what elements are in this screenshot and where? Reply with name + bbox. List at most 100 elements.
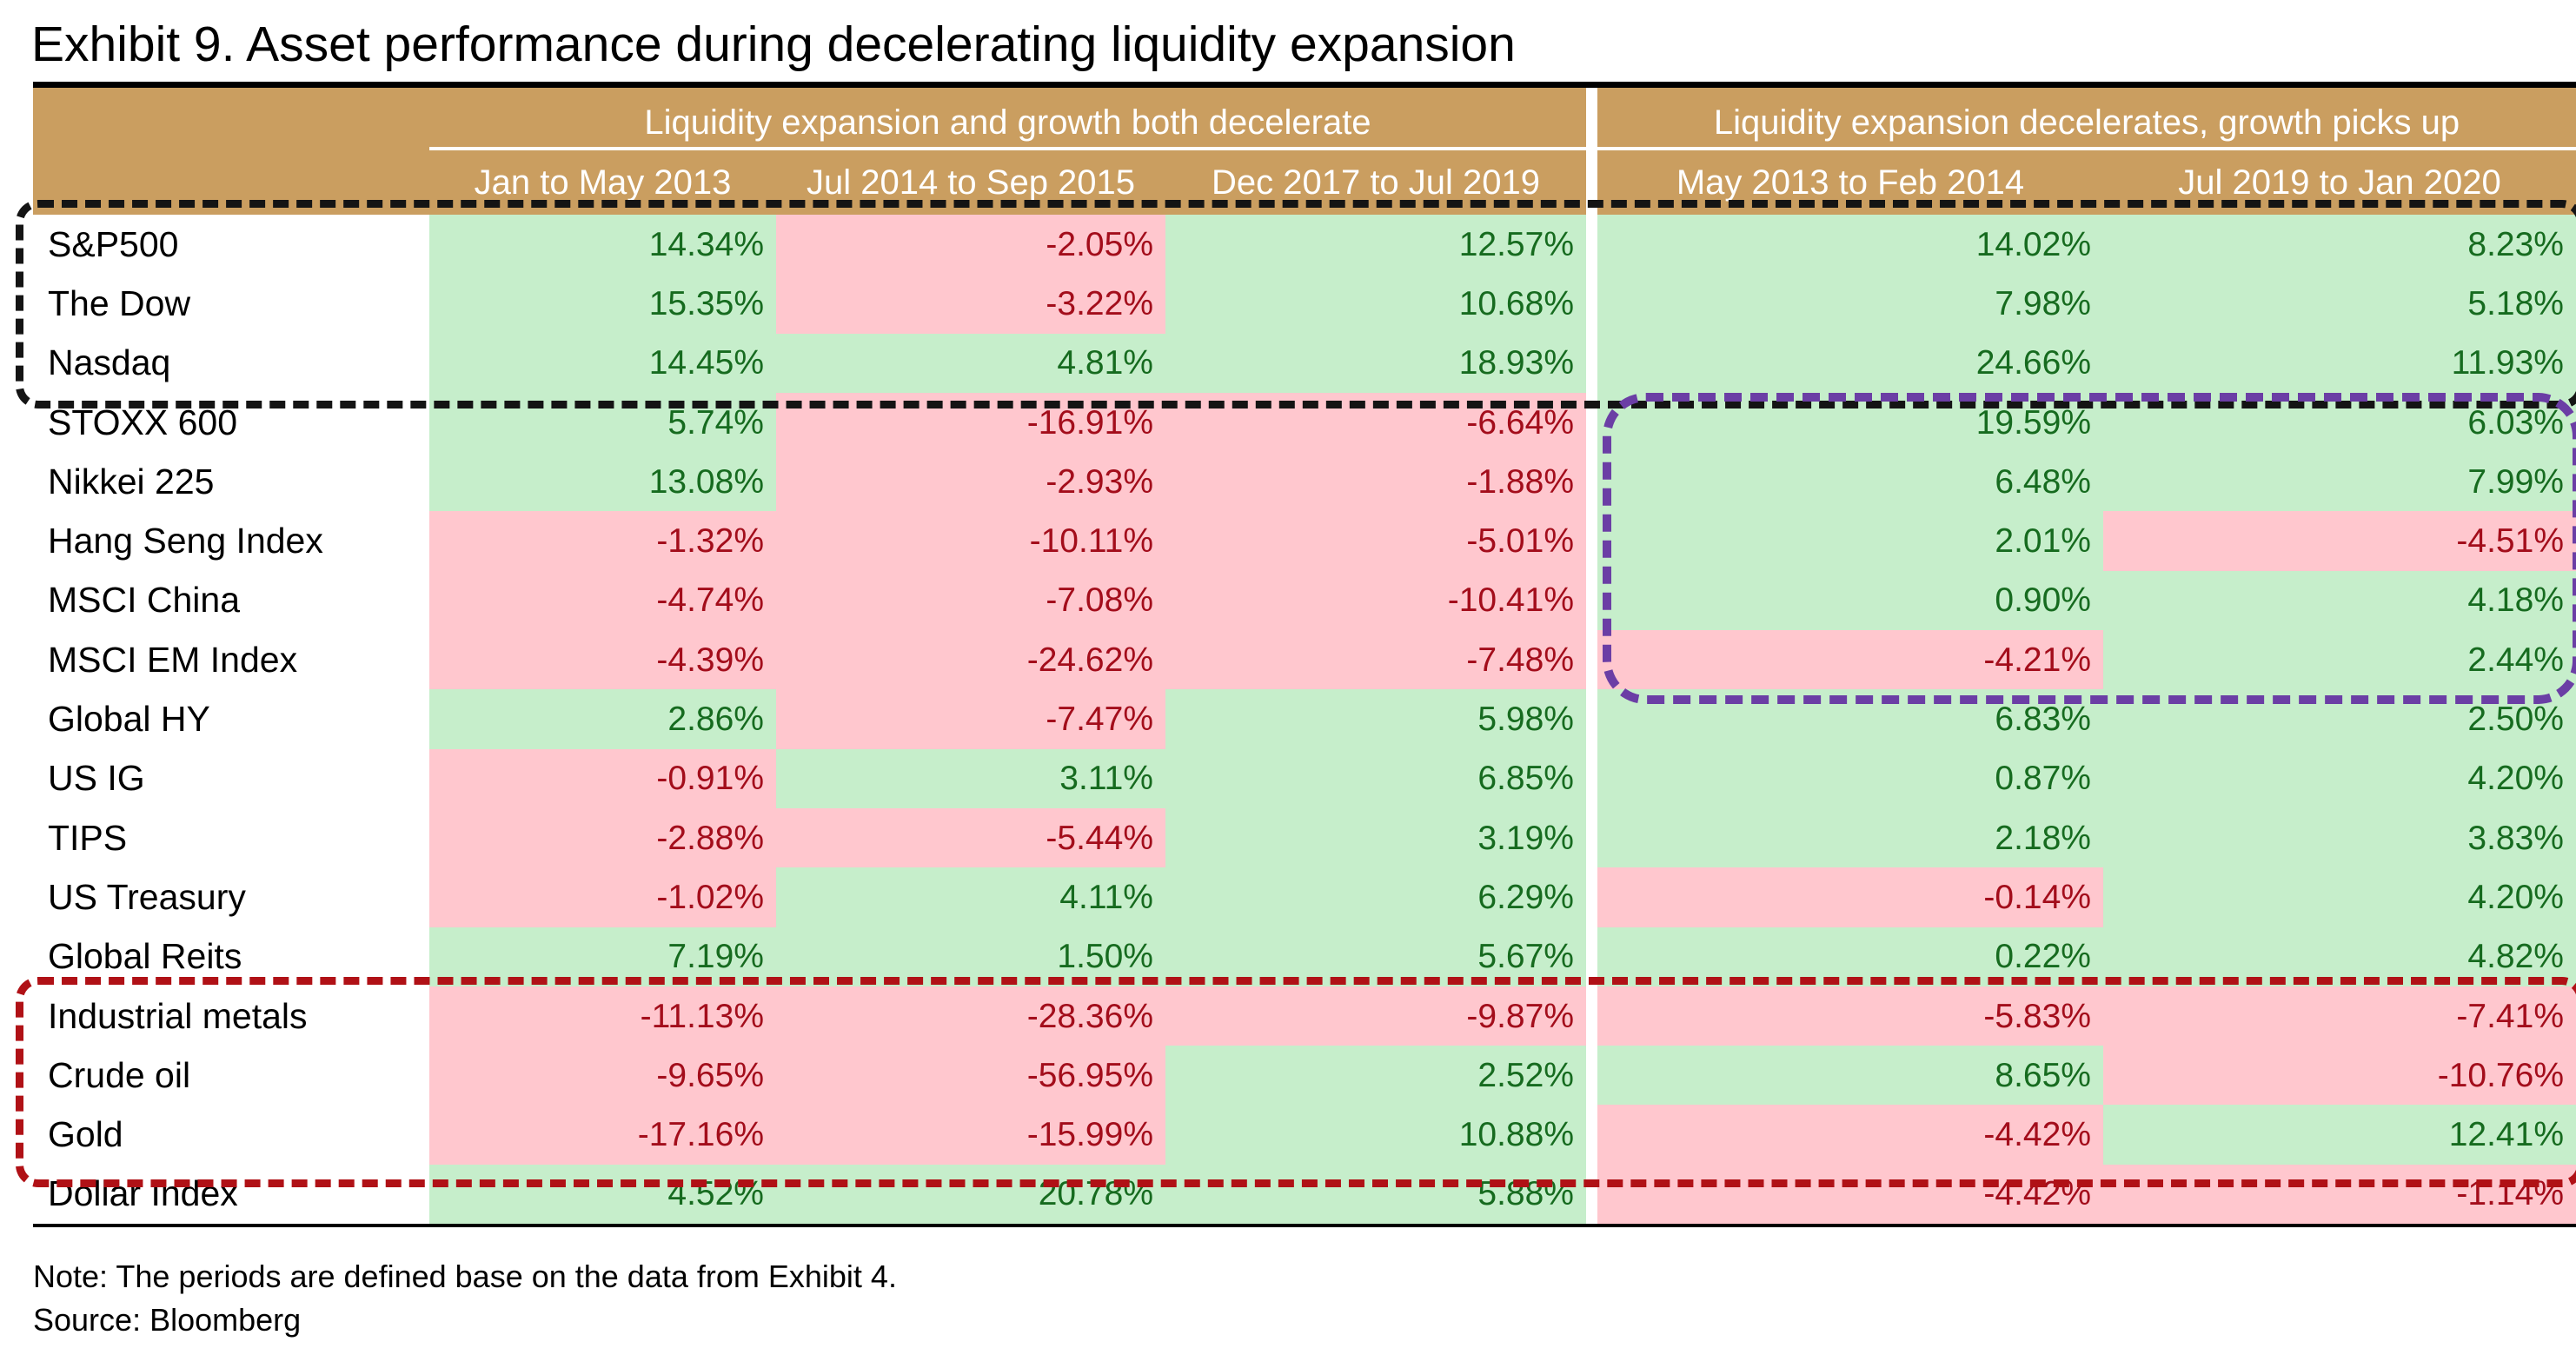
table-cell: 14.34% [429,215,776,275]
row-label: Hang Seng Index [33,511,429,571]
row-label: Industrial metals [33,986,429,1046]
group-divider [1586,88,1597,1225]
asset-performance-table: Liquidity expansion and growth both dece… [33,82,2576,1228]
table-cell: 0.90% [1597,570,2103,631]
page-title: Exhibit 9. Asset performance during dece… [31,17,1516,72]
table-cell: 3.11% [776,748,1165,808]
table-cell: -6.64% [1165,392,1586,453]
table-cell: 3.83% [2103,807,2576,868]
row-label: Crude oil [33,1046,429,1106]
table-cell: 2.50% [2103,689,2576,749]
table-cell: -56.95% [776,1046,1165,1106]
table-cell: -17.16% [429,1105,776,1165]
note-text: Note: The periods are defined base on th… [33,1259,897,1294]
table-cell: 4.11% [776,867,1165,927]
row-label: US Treasury [33,867,429,927]
table-cell: -1.02% [429,867,776,927]
row-label: MSCI China [33,570,429,631]
table-cell: 14.02% [1597,215,2103,275]
table-cell: 15.35% [429,274,776,334]
table-cell: 4.52% [429,1164,776,1225]
table-cell: 4.20% [2103,867,2576,927]
table-cell: 4.18% [2103,570,2576,631]
table-cell: 18.93% [1165,333,1586,393]
table-cell: -11.13% [429,986,776,1046]
table-cell: 5.74% [429,392,776,453]
table-cell: -15.99% [776,1105,1165,1165]
column-header-period-1: Jan to May 2013 [429,150,776,215]
table-cell: 5.67% [1165,927,1586,986]
table-cell: -3.22% [776,274,1165,334]
table-cell: 7.19% [429,927,776,986]
row-label: S&P500 [33,215,429,275]
table-cell: -4.42% [1597,1164,2103,1225]
table-cell: -28.36% [776,986,1165,1046]
header-corner-cell [33,88,429,215]
row-label: Dollar Index [33,1164,429,1225]
table-cell: 19.59% [1597,392,2103,453]
table-cell: 2.86% [429,689,776,749]
table-cell: -5.83% [1597,986,2103,1046]
table-cell: 5.98% [1165,689,1586,749]
column-group-growth-picks-up: Liquidity expansion decelerates, growth … [1597,88,2576,150]
table-cell: 1.50% [776,927,1165,986]
row-label: Nikkei 225 [33,452,429,512]
table-cell: 4.20% [2103,748,2576,808]
column-header-period-5: Jul 2019 to Jan 2020 [2103,150,2576,215]
table-cell: -16.91% [776,392,1165,453]
table-cell: -4.42% [1597,1105,2103,1165]
table-cell: -10.76% [2103,1046,2576,1106]
row-label: Gold [33,1105,429,1165]
table-cell: -1.32% [429,511,776,571]
table-cell: -4.21% [1597,630,2103,690]
table-cell: -2.05% [776,215,1165,275]
table-cell: 24.66% [1597,333,2103,393]
table-cell: -7.48% [1165,630,1586,690]
row-label: STOXX 600 [33,392,429,453]
table-cell: 3.19% [1165,807,1586,868]
row-label: Nasdaq [33,333,429,393]
table-cell: 14.45% [429,333,776,393]
row-label: The Dow [33,274,429,334]
table-cell: 4.82% [2103,927,2576,986]
table-cell: 6.03% [2103,392,2576,453]
table-cell: 6.29% [1165,867,1586,927]
table-cell: -9.65% [429,1046,776,1106]
table-cell: 6.48% [1597,452,2103,512]
row-label: Global HY [33,689,429,749]
row-label: TIPS [33,807,429,868]
table-cell: -7.08% [776,570,1165,631]
table-cell: -7.47% [776,689,1165,749]
table-cell: -1.14% [2103,1164,2576,1225]
table-cell: -0.14% [1597,867,2103,927]
table-cell: 0.22% [1597,927,2103,986]
table-cell: 2.52% [1165,1046,1586,1106]
table-cell: 7.98% [1597,274,2103,334]
table-cell: 0.87% [1597,748,2103,808]
table-cell: -10.41% [1165,570,1586,631]
table-cell: 2.18% [1597,807,2103,868]
table-cell: -5.01% [1165,511,1586,571]
row-label: MSCI EM Index [33,630,429,690]
table-cell: -2.88% [429,807,776,868]
table-cell: 11.93% [2103,333,2576,393]
table-cell: -2.93% [776,452,1165,512]
table-cell: -7.41% [2103,986,2576,1046]
table-cell: 12.41% [2103,1105,2576,1165]
table-cell: -0.91% [429,748,776,808]
table-cell: 7.99% [2103,452,2576,512]
table-cell: 6.85% [1165,748,1586,808]
column-group-both-decelerate: Liquidity expansion and growth both dece… [429,88,1586,150]
table-cell: 2.01% [1597,511,2103,571]
table-cell: 13.08% [429,452,776,512]
table-cell: -24.62% [776,630,1165,690]
table-cell: 2.44% [2103,630,2576,690]
table-cell: 10.88% [1165,1105,1586,1165]
table-cell: 4.81% [776,333,1165,393]
table-cell: 5.88% [1165,1164,1586,1225]
column-header-period-4: May 2013 to Feb 2014 [1597,150,2103,215]
column-header-period-3: Dec 2017 to Jul 2019 [1165,150,1586,215]
source-text: Source: Bloomberg [33,1302,302,1338]
table-cell: 10.68% [1165,274,1586,334]
table-cell: 5.18% [2103,274,2576,334]
